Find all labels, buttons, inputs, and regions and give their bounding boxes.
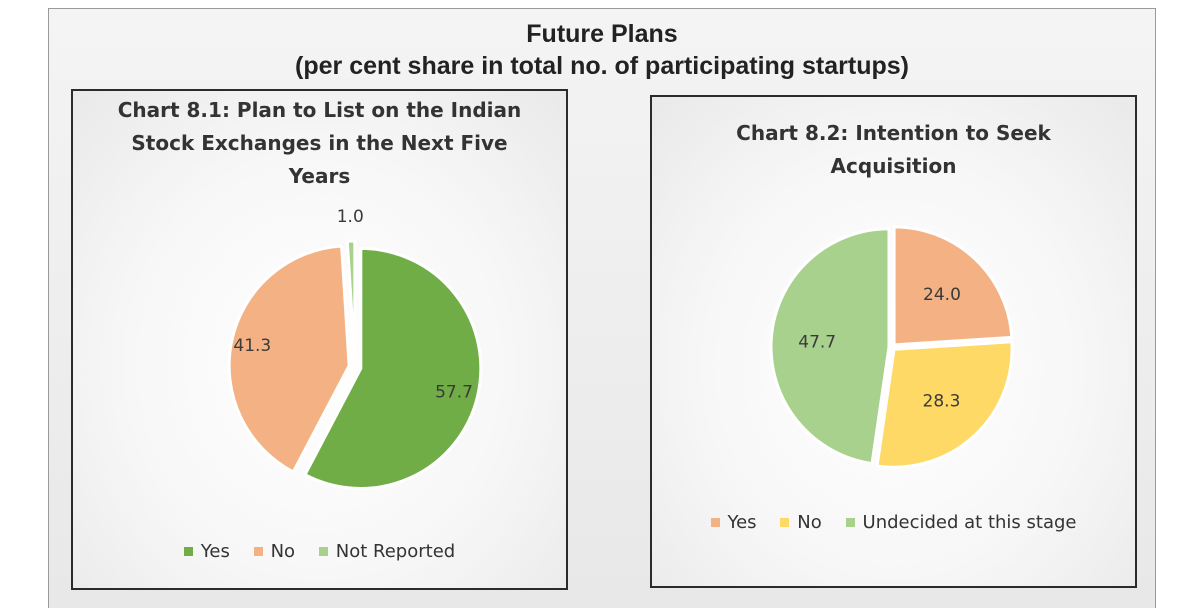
- chart-8-1-title-line-3: Years: [288, 164, 351, 188]
- chart-8-2-title-line-2: Acquisition: [830, 154, 957, 178]
- data-label-not-reported: 1.0: [337, 207, 364, 227]
- legend-label-no: No: [270, 541, 296, 562]
- legend-label-undecided: Undecided at this stage: [862, 512, 1077, 533]
- legend-label-yes: Yes: [200, 541, 230, 562]
- chart-8-2-panel: Chart 8.2: Intention to Seek Acquisition…: [650, 95, 1137, 588]
- data-label-yes: 57.7: [435, 382, 473, 402]
- pie-slice-not-reported: [345, 239, 357, 363]
- legend-swatch-no: [780, 517, 790, 527]
- pie-slice-yes: [303, 246, 483, 490]
- legend-item-yes: Yes: [710, 512, 757, 533]
- legend-swatch-not-reported: [318, 546, 328, 556]
- chart-8-1-title-line-1: Chart 8.1: Plan to List on the Indian: [117, 98, 522, 122]
- legend-label-yes: Yes: [727, 512, 757, 533]
- chart-8-1-panel: Chart 8.1: Plan to List on the Indian St…: [71, 89, 568, 590]
- legend-label-not-reported: Not Reported: [335, 541, 456, 562]
- pie-slice-no: [227, 244, 351, 474]
- legend-item-no: No: [780, 512, 822, 533]
- data-label-no: 41.3: [233, 336, 271, 356]
- legend-item-no: No: [253, 541, 296, 562]
- chart-8-2-title-line-1: Chart 8.2: Intention to Seek: [736, 121, 1051, 145]
- legend-swatch-no: [253, 546, 263, 556]
- legend-swatch-yes: [183, 546, 193, 556]
- pie-slice-no: [875, 340, 1014, 469]
- data-label-undecided-at-this-stage: 47.7: [798, 333, 836, 353]
- pie-slice-yes: [892, 225, 1014, 347]
- legend-swatch-yes: [710, 517, 720, 527]
- legend-item-yes: Yes: [183, 541, 230, 562]
- chart-8-1-title-line-2: Stock Exchanges in the Next Five: [131, 131, 508, 155]
- figure-subtitle: (per cent share in total no. of particip…: [295, 52, 909, 80]
- chart-8-2-pie: 24.0 28.3 47.7: [769, 225, 1014, 469]
- legend-label-no: No: [797, 512, 822, 533]
- pie-slice-undecided-at-this-stage: [769, 227, 891, 466]
- figure-title: Future Plans: [526, 20, 678, 48]
- data-label-no: 28.3: [923, 392, 961, 412]
- chart-8-2-legend: Yes No Undecided at this stage: [652, 512, 1135, 533]
- chart-8-1-legend: Yes No Not Reported: [73, 541, 566, 562]
- legend-item-not-reported: Not Reported: [318, 541, 456, 562]
- data-label-yes: 24.0: [923, 285, 961, 305]
- chart-8-1-pie: 57.7 41.3 1.0: [227, 207, 483, 490]
- legend-item-undecided: Undecided at this stage: [845, 512, 1077, 533]
- legend-swatch-undecided: [845, 517, 855, 527]
